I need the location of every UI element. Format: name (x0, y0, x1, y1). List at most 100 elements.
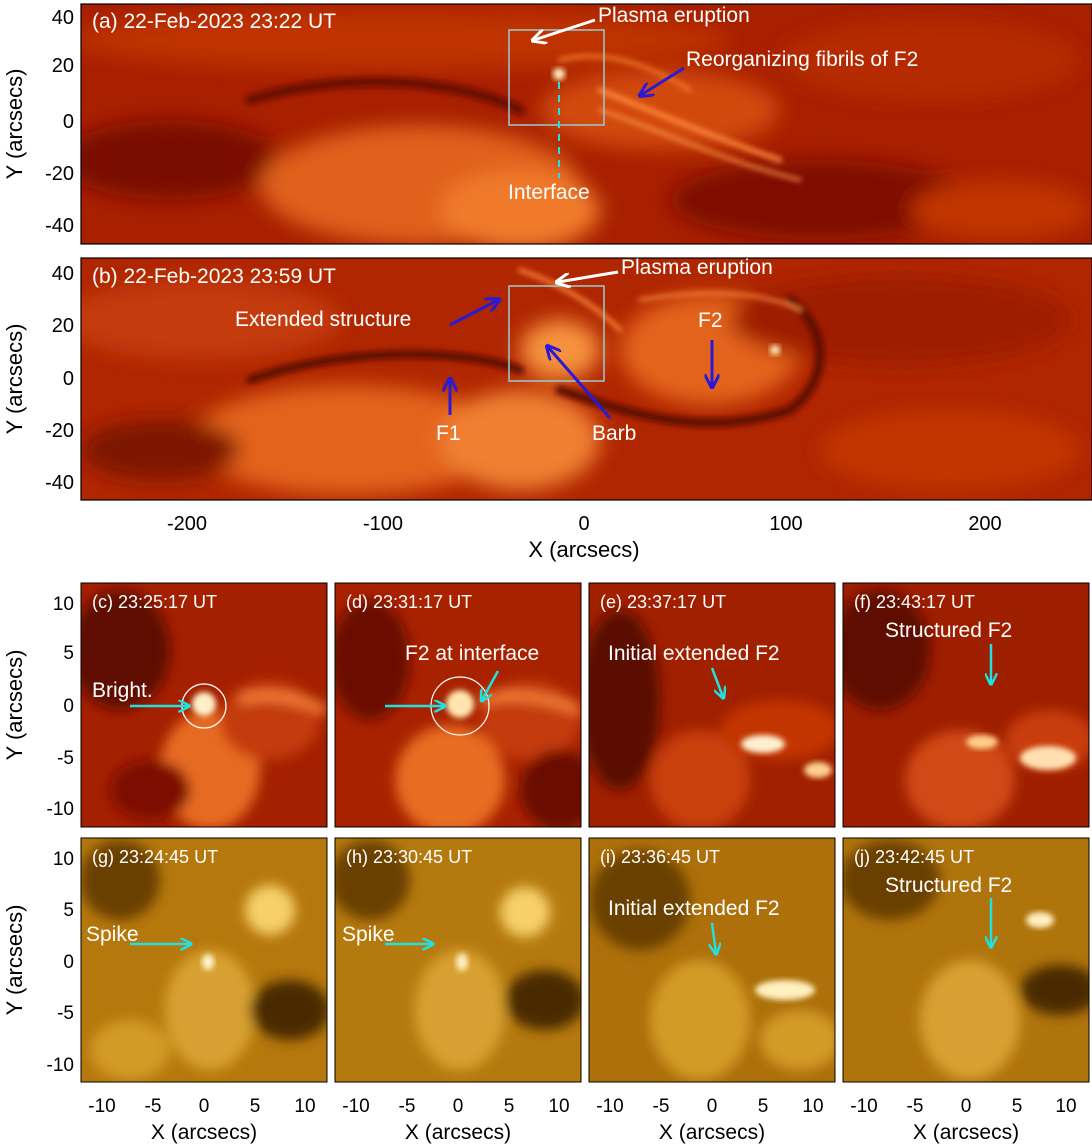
small-xtick: 0 (707, 1096, 718, 1117)
small-xlabel: X (arcsecs) (659, 1121, 765, 1144)
top-xtick: 100 (769, 513, 802, 535)
panel-a-title: (a) 22-Feb-2023 23:22 UT (92, 10, 336, 33)
top-b-ytick: 40 (52, 263, 74, 285)
small-xlabel: X (arcsecs) (913, 1121, 1019, 1144)
panel-f-title: (f) 23:43:17 UT (854, 592, 975, 612)
small-xtick: -10 (88, 1096, 115, 1117)
small-xtick: -10 (596, 1096, 623, 1117)
panel-b-eruption-arrow (558, 270, 619, 282)
top-a-ytick: -20 (45, 163, 74, 185)
panel-i-title: (i) 23:36:45 UT (600, 847, 720, 867)
small-xtick: 10 (802, 1096, 823, 1117)
panel-f-label: Structured F2 (885, 619, 1012, 642)
panel-i-label: Initial extended F2 (608, 897, 780, 920)
panel-a-fibrils-arrow (641, 66, 685, 95)
small-xlabel: X (arcsecs) (151, 1121, 257, 1144)
small-xtick: 10 (548, 1096, 569, 1117)
panel-e-title: (e) 23:37:17 UT (600, 592, 726, 612)
panel-e-label: Initial extended F2 (608, 642, 780, 665)
panel-b-extended-arrow (449, 300, 498, 327)
small-xtick: -10 (342, 1096, 369, 1117)
small-xtick: 0 (199, 1096, 210, 1117)
small-xtick: -5 (145, 1096, 162, 1117)
panel-d-arrow-right (482, 670, 500, 700)
panel-a-frame (80, 3, 1092, 245)
top-b-ylabel: Y (arcsecs) (2, 324, 27, 435)
panel-c (81, 583, 327, 827)
panel-b-title: (b) 22-Feb-2023 23:59 UT (92, 265, 336, 288)
panel-a-interface-label: Interface (508, 181, 590, 204)
small-ytick: 5 (63, 643, 74, 664)
panel-b-eruption-label: Plasma eruption (621, 256, 773, 279)
panel-a-roi-box (508, 29, 605, 126)
small-xtick: 5 (504, 1096, 515, 1117)
small-xtick: 5 (1012, 1096, 1023, 1117)
top-b-ytick: -20 (45, 420, 74, 442)
panel-h-title: (h) 23:30:45 UT (346, 847, 472, 867)
small-xtick: 5 (758, 1096, 769, 1117)
top-a-ylabel: Y (arcsecs) (2, 69, 27, 180)
panel-g-title: (g) 23:24:45 UT (92, 847, 218, 867)
panel-b-f2-label: F2 (698, 309, 723, 332)
panel-b-barb-arrow (548, 347, 612, 419)
panel-i-arrow (712, 922, 716, 953)
panel-a-fibrils-label: Reorganizing fibrils of F2 (686, 48, 918, 71)
top-a-ytick: 0 (63, 111, 74, 133)
panel-a-eruption-arrow (534, 18, 596, 40)
top-a-ytick: 20 (52, 55, 74, 77)
panel-d-label: F2 at interface (405, 642, 539, 665)
panel-a (81, 4, 1092, 244)
small-xtick: 5 (250, 1096, 261, 1117)
small-xlabel: X (arcsecs) (405, 1121, 511, 1144)
panel-j-title: (j) 23:42:45 UT (854, 847, 974, 867)
top-b-ytick: 20 (52, 315, 74, 337)
top-b-ytick: -40 (45, 472, 74, 494)
small-ytick: -5 (57, 748, 74, 769)
small-ytick: 10 (53, 594, 74, 615)
panel-d-title: (d) 23:31:17 UT (346, 592, 472, 612)
panel-b-extended-label: Extended structure (235, 308, 411, 331)
small-xtick: 10 (294, 1096, 315, 1117)
top-xtick: -100 (363, 513, 403, 535)
panel-b-f1-label: F1 (436, 422, 461, 445)
top-xlabel: X (arcsecs) (528, 537, 639, 562)
small-xtick: 0 (961, 1096, 972, 1117)
top-axes: 40 20 0 -20 -40 40 20 0 -20 -40 Y (arcse… (2, 7, 1002, 562)
panel-g-label: Spike (86, 923, 139, 946)
small-xtick: -5 (653, 1096, 670, 1117)
small-ylabel-top: Y (arcsecs) (2, 650, 27, 761)
small-ytick: -10 (47, 1055, 74, 1076)
panel-b-frame (80, 257, 1092, 501)
small-ylabel-bottom: Y (arcsecs) (2, 905, 27, 1016)
panel-b (81, 258, 1092, 500)
small-ytick: -10 (47, 799, 74, 820)
top-xtick: -200 (167, 513, 207, 535)
panel-c-label: Bright. (92, 679, 153, 702)
small-xtick: 10 (1055, 1096, 1076, 1117)
small-xtick: 0 (453, 1096, 464, 1117)
small-ytick: 5 (63, 900, 74, 921)
top-xtick: 0 (578, 513, 589, 535)
small-xtick: -5 (907, 1096, 924, 1117)
top-xtick: 200 (968, 513, 1001, 535)
small-ytick: -5 (57, 1003, 74, 1024)
panel-i (589, 838, 835, 1082)
panel-j (843, 838, 1089, 1082)
small-ytick: 0 (63, 696, 74, 717)
panel-c-title: (c) 23:25:17 UT (92, 592, 217, 612)
panel-h-label: Spike (342, 923, 395, 946)
small-ytick: 10 (53, 849, 74, 870)
panel-d (335, 583, 581, 827)
small-ytick: 0 (63, 952, 74, 973)
panel-h (335, 838, 581, 1082)
panel-e-arrow (710, 667, 723, 697)
panel-j-label: Structured F2 (885, 874, 1012, 897)
panel-a-eruption-label: Plasma eruption (598, 4, 750, 27)
small-xtick: -10 (850, 1096, 877, 1117)
top-a-ytick: -40 (45, 215, 74, 237)
small-xtick: -5 (399, 1096, 416, 1117)
panel-b-barb-label: Barb (592, 422, 636, 445)
panel-e (589, 583, 835, 827)
small-axes: 10 5 0 -5 -10 10 5 0 -5 -10 Y (arcsecs) … (2, 594, 1077, 1144)
